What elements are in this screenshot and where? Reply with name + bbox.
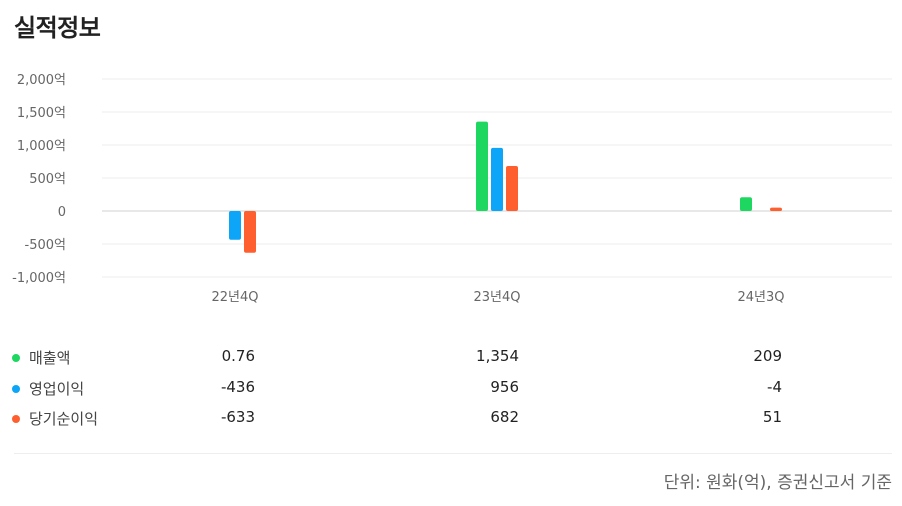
divider: [14, 453, 892, 454]
data-label: 1,354: [476, 347, 519, 365]
legend-label: 당기순이익: [29, 410, 99, 428]
page-title: 실적정보: [14, 14, 101, 42]
legend-label: 매출액: [29, 349, 71, 367]
y-tick-label: 1,000억: [17, 139, 66, 154]
data-label: 0.76: [221, 347, 255, 365]
bar-revenue: [740, 197, 752, 211]
bar-net-income: [244, 211, 256, 253]
y-tick-label: 0: [58, 205, 66, 220]
x-tick-label: 23년4Q: [473, 290, 520, 305]
legend-row: 당기순이익 -633 682 51: [0, 408, 902, 432]
data-label: -4: [767, 378, 782, 396]
legend-row: 영업이익 -436 956 -4: [0, 378, 902, 402]
legend-row: 매출액 0.76 1,354 209: [0, 347, 902, 371]
x-tick-label: 22년4Q: [211, 290, 258, 305]
data-label: -633: [220, 408, 255, 426]
y-tick-label: 500억: [29, 172, 66, 187]
bar-net-income: [506, 165, 518, 211]
legend-dot-icon: [12, 354, 20, 362]
y-tick-label: -1,000억: [12, 271, 66, 286]
bar-revenue: [476, 121, 488, 211]
data-label: 682: [490, 408, 519, 426]
data-label: 209: [753, 347, 782, 365]
bar-operating-profit: [491, 147, 503, 211]
bar-chart: 2,000억 1,500억 1,000억 500억 0 -500억 -1,000억 22년4Q…: [12, 73, 892, 305]
x-tick-label: 24년3Q: [737, 290, 784, 305]
data-label: 956: [490, 378, 519, 396]
bar-operating-profit: [229, 211, 241, 240]
bar-net-income: [770, 207, 782, 211]
y-tick-label: 2,000억: [17, 73, 66, 88]
legend-dot-icon: [12, 385, 20, 393]
legend-dot-icon: [12, 415, 20, 423]
legend-label: 영업이익: [29, 380, 85, 398]
y-tick-label: 1,500억: [17, 106, 66, 121]
data-label: 51: [762, 408, 782, 426]
unit-footnote: 단위: 원화(억), 증권신고서 기준: [663, 473, 892, 493]
data-label: -436: [220, 378, 255, 396]
y-tick-label: -500억: [25, 238, 66, 253]
